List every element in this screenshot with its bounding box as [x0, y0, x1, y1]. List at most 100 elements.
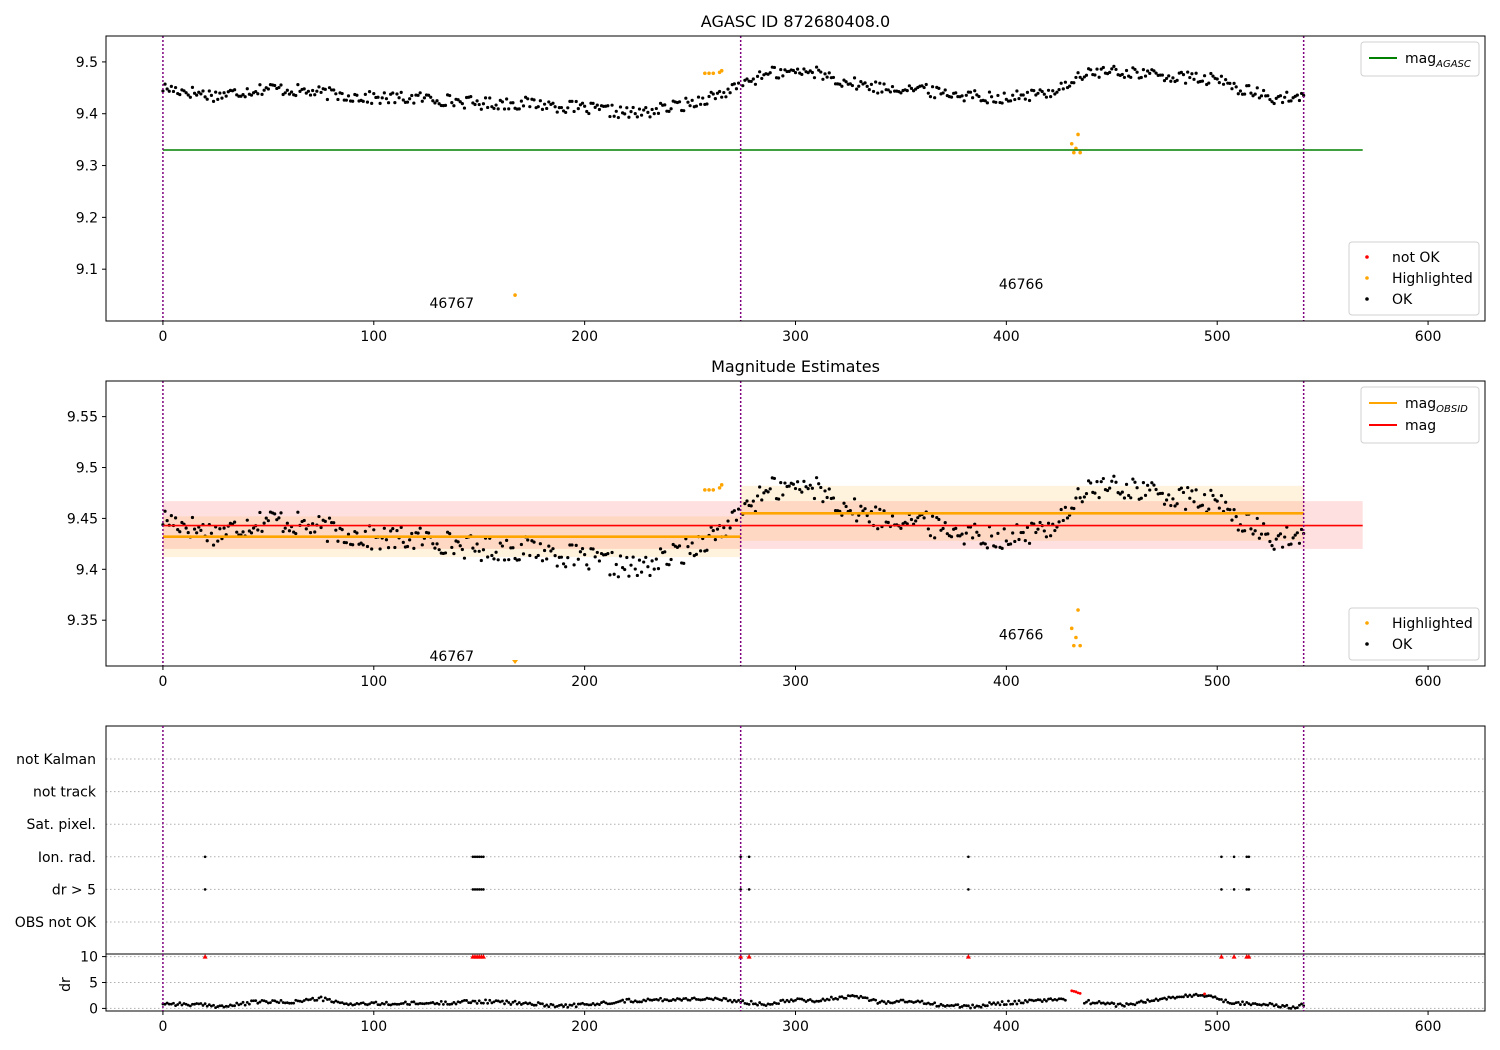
ok-data-point — [1053, 92, 1057, 96]
ok-data-point — [1120, 72, 1124, 77]
ok-data-point — [163, 509, 167, 513]
ok-data-point — [507, 558, 511, 562]
dr-data-point — [167, 1002, 171, 1006]
x-tick-label: 200 — [571, 674, 598, 690]
ok-data-point — [266, 519, 270, 523]
dr-data-point — [945, 1003, 949, 1007]
ok-data-point — [751, 77, 755, 81]
ok-data-point — [922, 516, 926, 520]
legend-bottom — [1348, 241, 1480, 316]
ok-data-point — [1148, 488, 1152, 492]
ok-data-point — [311, 88, 315, 93]
ok-data-point — [1023, 539, 1027, 543]
ok-data-point — [505, 538, 509, 542]
ok-data-point — [222, 526, 226, 530]
ok-data-point — [306, 89, 311, 93]
ok-data-point — [165, 87, 169, 91]
ok-data-point — [1190, 72, 1194, 76]
dr-data-point — [321, 999, 325, 1003]
ok-data-point — [386, 546, 391, 550]
dr-data-point — [555, 1004, 559, 1008]
ok-data-point — [224, 94, 228, 98]
dr-data-point — [783, 1000, 787, 1004]
ok-data-point — [260, 92, 264, 97]
dr-data-point — [344, 1002, 348, 1006]
ok-data-point — [161, 89, 165, 93]
dr-data-point — [1209, 994, 1213, 998]
dr-data-point — [705, 996, 709, 1000]
ok-data-point — [281, 529, 285, 534]
ok-data-point — [709, 525, 713, 529]
dr-data-point — [842, 996, 846, 1000]
ok-data-point — [1262, 88, 1266, 93]
dr-data-point — [404, 1000, 407, 1004]
ok-data-point — [1114, 67, 1118, 72]
dr-data-point — [827, 998, 831, 1002]
dr-data-point — [1015, 1002, 1019, 1006]
dr-data-point — [671, 998, 675, 1001]
ok-data-point — [937, 86, 941, 90]
dr-data-point — [644, 999, 648, 1003]
dr-data-point — [296, 999, 300, 1003]
dr-data-point — [851, 994, 854, 997]
ok-data-point — [817, 482, 821, 486]
y-tick-label: 0 — [89, 1001, 98, 1017]
dr-data-point — [813, 1000, 816, 1004]
dr-data-point — [315, 998, 319, 1002]
ok-data-point — [722, 526, 726, 530]
ok-data-point — [399, 525, 403, 529]
ok-data-point — [1162, 502, 1167, 506]
ok-data-point — [648, 115, 652, 119]
ok-data-point — [646, 110, 650, 115]
dr-data-point — [1224, 998, 1228, 1002]
dr-data-point — [971, 1003, 975, 1007]
ok-data-point — [814, 476, 819, 480]
dr-data-point — [623, 1000, 627, 1004]
dr-data-point — [745, 1002, 749, 1006]
dr-data-point — [1042, 998, 1046, 1001]
ok-data-point — [810, 486, 814, 490]
dr-data-point — [861, 996, 865, 1000]
ok-data-point — [821, 77, 825, 81]
dr-data-point — [517, 1001, 521, 1004]
dr-data-point — [749, 999, 753, 1003]
ok-data-point — [612, 572, 616, 576]
dr-data-point — [260, 998, 264, 1002]
dr-data-point — [1281, 1004, 1284, 1007]
dr-data-point — [1253, 1002, 1257, 1005]
dr-data-point — [353, 1003, 357, 1007]
ok-data-point — [1169, 79, 1173, 83]
dr-data-point — [1146, 998, 1150, 1002]
ok-data-point — [933, 96, 937, 100]
dr-data-point — [285, 1001, 289, 1005]
legend-label: mag — [1405, 418, 1436, 434]
ok-data-point — [1280, 545, 1285, 549]
ok-data-point — [566, 556, 570, 560]
ok-data-point — [618, 554, 623, 558]
ok-data-point — [1074, 75, 1078, 80]
dr-data-point — [954, 1003, 958, 1007]
dr-data-point — [1004, 1003, 1008, 1006]
ok-data-point — [766, 490, 770, 494]
ok-data-point — [1228, 508, 1232, 512]
ok-data-point — [646, 565, 650, 569]
ok-data-point — [1074, 496, 1078, 500]
dr-data-point — [688, 998, 692, 1002]
ok-data-point — [211, 99, 216, 103]
ok-data-point — [800, 72, 804, 77]
ok-data-point — [987, 90, 992, 94]
dr-offscale-marker — [746, 954, 752, 959]
dr-data-point — [446, 1002, 449, 1006]
ok-data-point — [437, 102, 441, 106]
ok-data-point — [1262, 522, 1266, 526]
dr-data-point — [212, 1003, 215, 1007]
dr-data-point — [435, 1001, 439, 1005]
ok-data-point — [825, 75, 829, 79]
dr-data-point — [1243, 1003, 1247, 1006]
dr-data-point — [633, 999, 637, 1003]
dr-notok-point — [1076, 991, 1080, 995]
x-tick-label: 500 — [1204, 674, 1231, 690]
ok-data-point — [886, 88, 890, 92]
dr-data-point — [336, 1000, 340, 1004]
ok-data-point — [726, 519, 730, 523]
